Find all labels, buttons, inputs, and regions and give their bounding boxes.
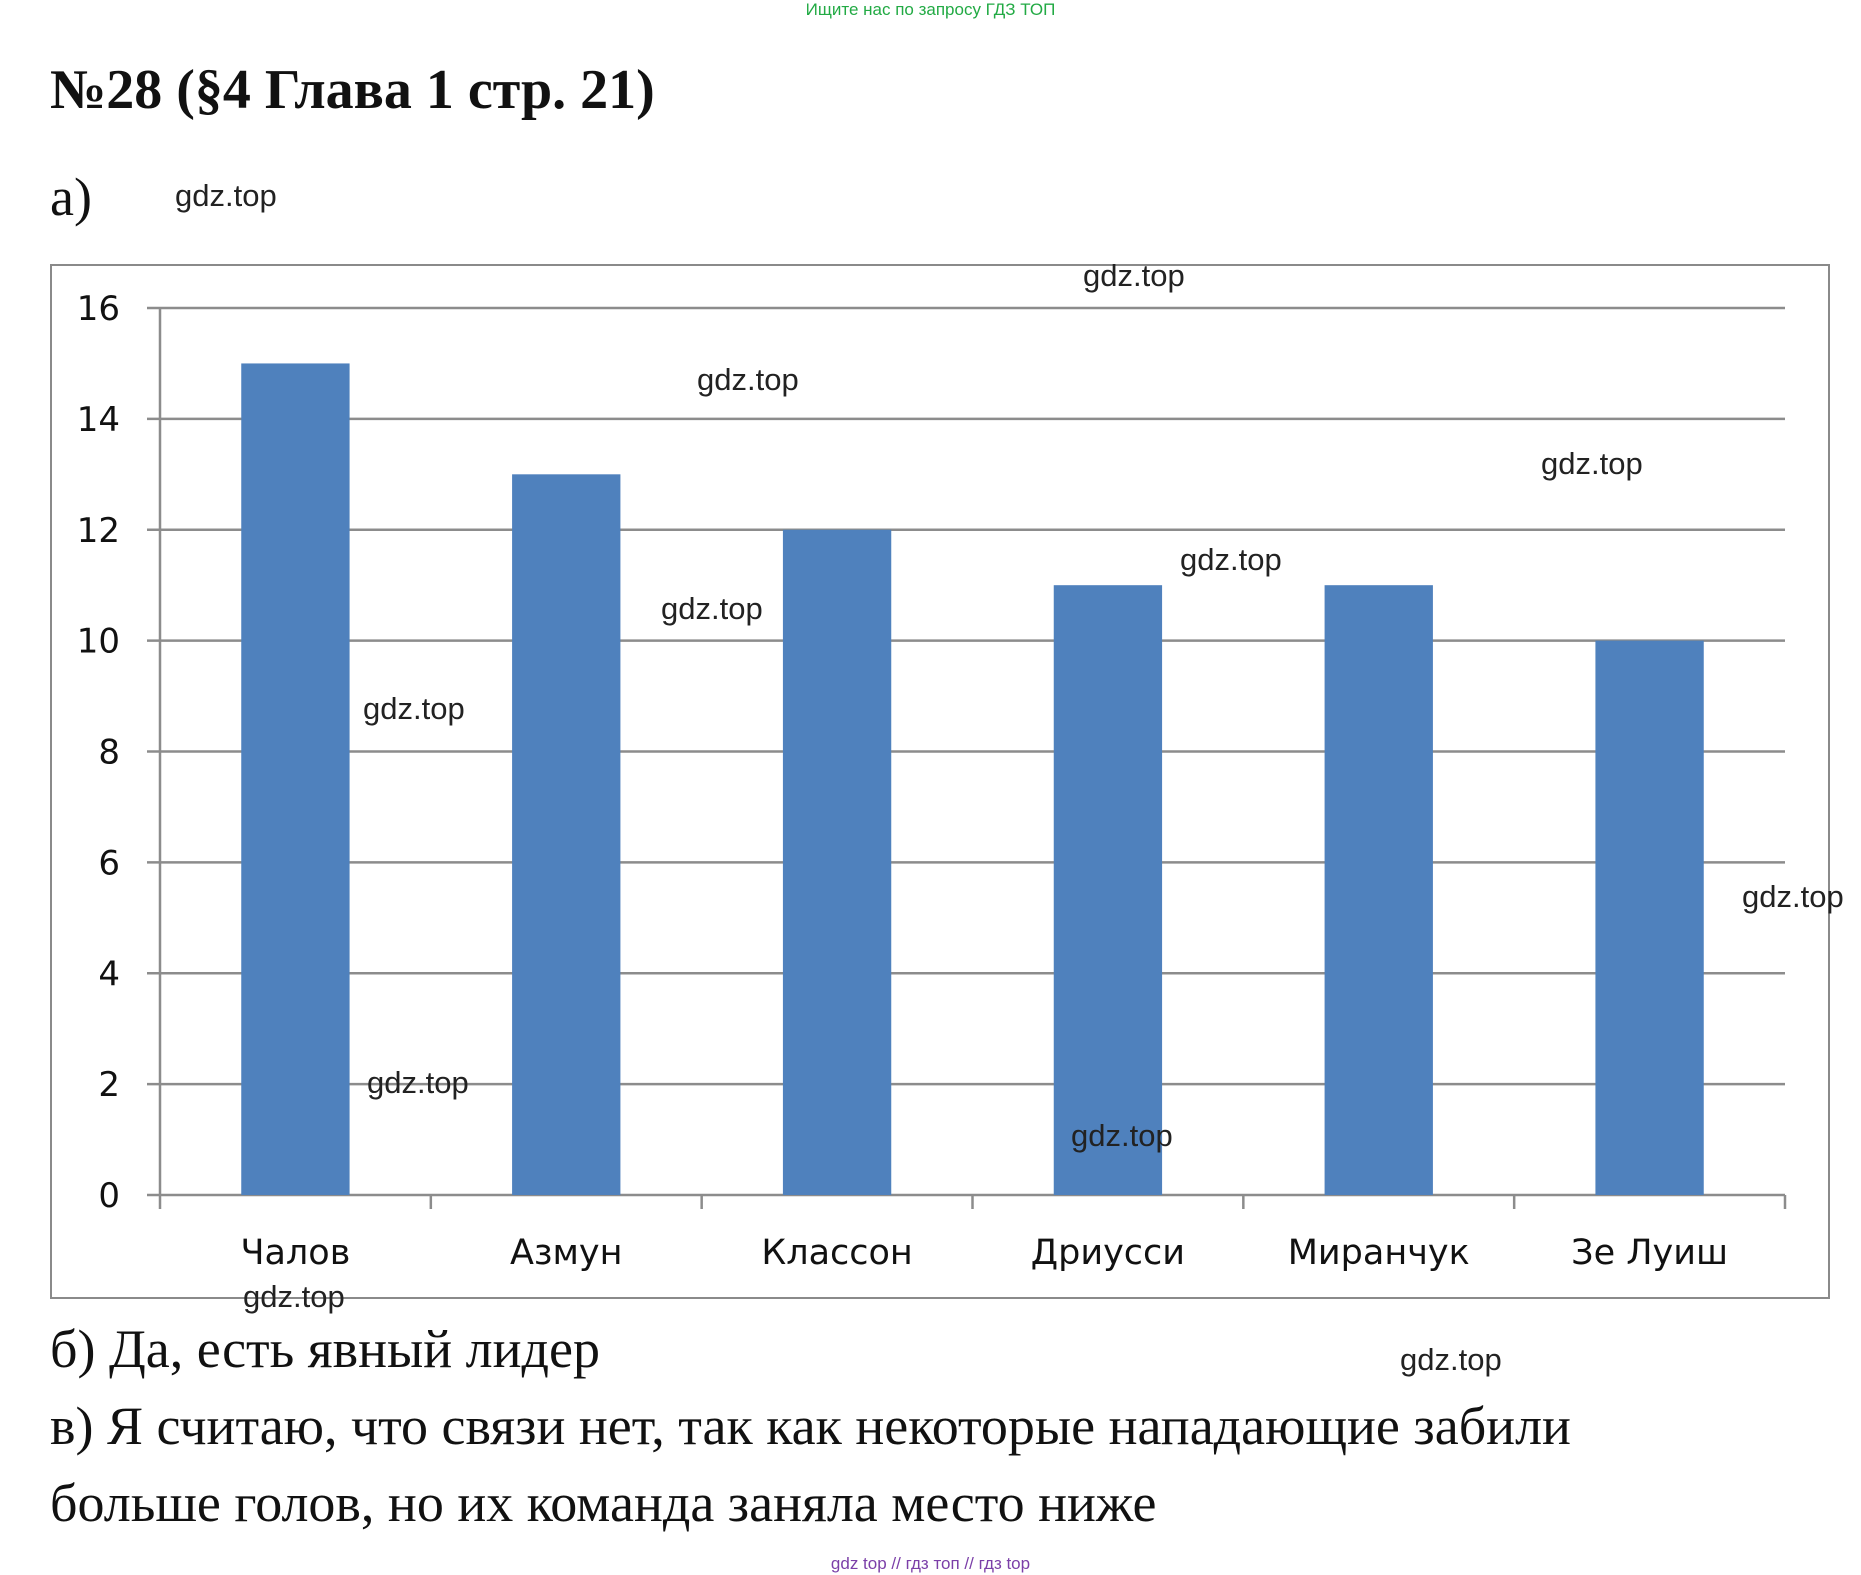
watermark: gdz.top [1071,1118,1173,1153]
y-tick-label: 6 [98,843,120,883]
watermark: gdz.top [367,1065,469,1100]
answer-c-line-2: больше голов, но их команда заняла место… [50,1473,1157,1533]
bar [1053,585,1163,1195]
x-tick-label: Зе Луиш [1571,1233,1728,1273]
y-tick-label: 8 [98,733,120,773]
x-tick-label: Чалов [240,1233,350,1273]
answer-c-line-1: в) Я считаю, что связи нет, так как неко… [50,1396,1571,1456]
y-tick-label: 0 [98,1176,120,1216]
x-tick-label: Миранчук [1288,1233,1470,1273]
watermark: gdz.top [243,1279,345,1314]
y-tick-label: 16 [77,289,120,329]
watermark: gdz.top [1083,258,1185,293]
answer-b: б) Да, есть явный лидер [50,1319,600,1379]
y-tick-label: 14 [77,400,120,440]
bar [241,363,350,1195]
watermark: gdz.top [661,591,763,626]
watermark: gdz.top [1541,446,1643,481]
watermark: gdz.top [175,178,277,213]
watermark: gdz.top [1180,542,1282,577]
y-tick-label: 2 [98,1065,120,1105]
top-note: Ищите нас по запросу ГДЗ ТОП [805,0,1056,19]
bar [1324,585,1433,1195]
page-title: №28 (§4 Глава 1 стр. 21) [50,59,655,121]
bar [512,474,621,1195]
footer-note: gdz top // гдз топ // гдз top [830,1554,1031,1573]
part-a-label: а) [50,167,92,227]
y-tick-label: 10 [77,622,120,662]
watermark: gdz.top [1400,1342,1502,1377]
y-tick-label: 4 [98,954,120,994]
x-tick-label: Дриусси [1031,1233,1185,1273]
bar [1595,640,1704,1195]
x-tick-label: Классон [761,1233,912,1273]
watermark: gdz.top [363,691,465,726]
chart-frame [50,264,1830,1299]
watermark: gdz.top [1742,879,1844,914]
watermark: gdz.top [697,362,799,397]
x-tick-label: Азмун [510,1233,623,1273]
bar [782,529,892,1195]
y-tick-label: 12 [77,511,120,551]
